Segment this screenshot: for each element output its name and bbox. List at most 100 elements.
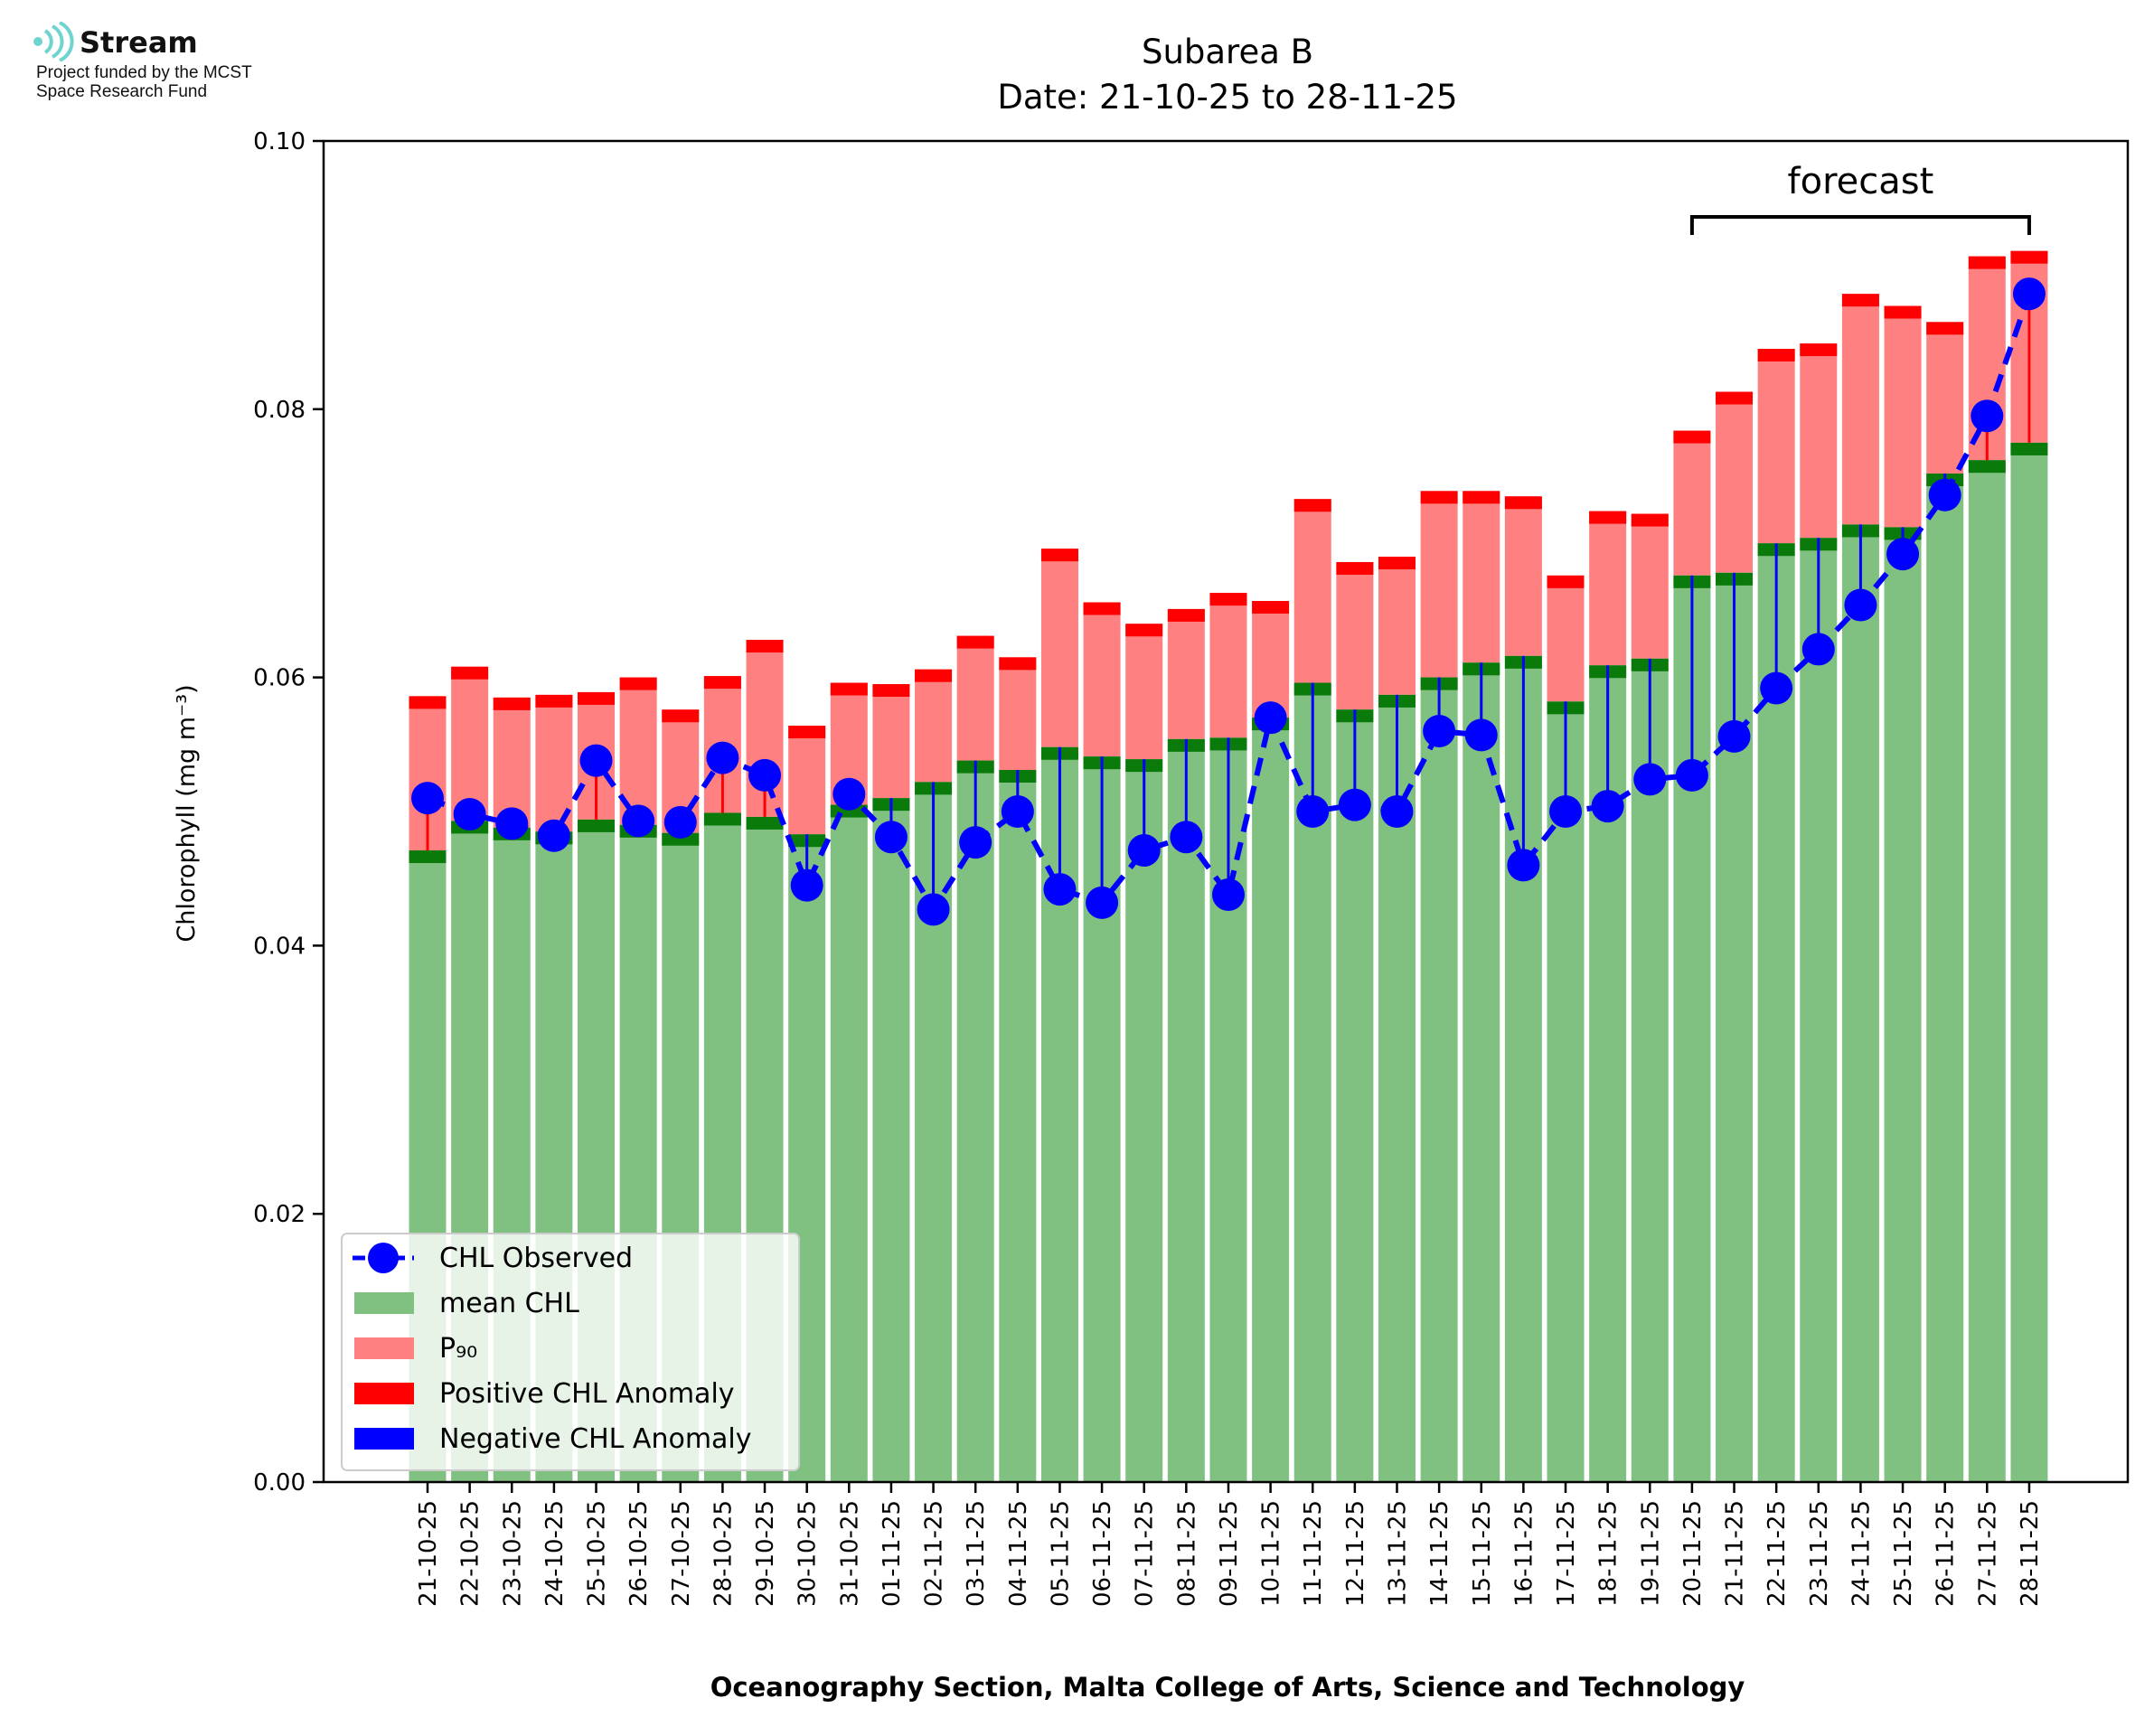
x-tick-label: 28-10-25 xyxy=(710,1500,737,1607)
mean-bar xyxy=(1631,658,1669,1482)
p90-bar xyxy=(915,669,953,783)
observed-point xyxy=(1886,538,1920,571)
observed-point xyxy=(1760,671,1793,705)
legend-label-negative: Negative CHL Anomaly xyxy=(439,1423,752,1455)
forecast-label: forecast xyxy=(1788,161,1934,202)
mean-bar xyxy=(1125,759,1163,1482)
p90-bar xyxy=(1631,513,1669,659)
mean-bar xyxy=(1420,677,1458,1482)
stream-wave-icon xyxy=(33,22,74,61)
p90-cap xyxy=(830,682,868,696)
observed-line xyxy=(426,293,2032,915)
observed-point xyxy=(1338,788,1371,821)
p90-bar xyxy=(1040,549,1078,747)
observed-point xyxy=(790,868,823,902)
observed-point xyxy=(874,821,908,854)
p90-bar xyxy=(493,697,531,828)
mean-cap xyxy=(578,819,616,832)
x-axis: 21-10-25 22-10-25 23-10-25 24-10-25 25-10-25… xyxy=(415,1482,2044,1607)
x-tick-label: 09-11-25 xyxy=(1216,1500,1243,1607)
x-tick-label: 13-11-25 xyxy=(1384,1500,1411,1607)
p90-bar xyxy=(1884,305,1922,528)
x-tick-label: 26-10-25 xyxy=(626,1500,653,1607)
observed-point xyxy=(1127,834,1161,868)
p90-bar xyxy=(788,726,826,835)
observed-point xyxy=(1717,719,1751,753)
x-tick-label: 22-11-25 xyxy=(1764,1500,1791,1607)
x-tick-label: 29-10-25 xyxy=(752,1500,779,1607)
p90-bar xyxy=(1293,499,1331,683)
observed-point xyxy=(411,782,444,815)
mean-cap xyxy=(703,812,741,826)
x-tick-label: 07-11-25 xyxy=(1132,1500,1159,1607)
legend-item-positive: Positive CHL Anomaly xyxy=(354,1378,735,1410)
p90-cap xyxy=(1589,511,1627,524)
p90-cap xyxy=(1378,557,1416,570)
mean-bar xyxy=(956,760,994,1482)
x-tick-label: 15-11-25 xyxy=(1469,1500,1496,1607)
x-tick-label: 05-11-25 xyxy=(1047,1500,1074,1607)
x-tick-label: 08-11-25 xyxy=(1173,1500,1200,1607)
p90-cap xyxy=(1968,256,2006,269)
p90-cap xyxy=(915,669,953,682)
p90-cap xyxy=(703,676,741,690)
x-tick-label: 02-11-25 xyxy=(921,1500,948,1607)
p90-cap xyxy=(1631,513,1669,527)
p90-bar xyxy=(999,657,1037,770)
x-tick-label: 27-11-25 xyxy=(1974,1500,2001,1607)
p90-cap xyxy=(493,697,531,710)
x-tick-label: 01-11-25 xyxy=(879,1500,906,1607)
observed-point xyxy=(1633,763,1667,796)
observed-point xyxy=(1043,873,1077,906)
mean-bar xyxy=(1463,662,1500,1482)
p90-cap xyxy=(1547,575,1585,588)
x-tick-label: 12-11-25 xyxy=(1342,1500,1369,1607)
y-tick-label: 0.08 xyxy=(253,397,306,424)
observed-point xyxy=(1464,718,1498,752)
x-tick-label: 31-10-25 xyxy=(836,1500,863,1607)
logo-funding-line1: Project funded by the MCST xyxy=(36,63,252,82)
p90-bar xyxy=(451,666,489,821)
legend-item-p90: P₉₀ xyxy=(354,1333,477,1365)
x-tick-label: 18-11-25 xyxy=(1595,1500,1623,1607)
p90-bar xyxy=(956,635,994,761)
p90-cap xyxy=(1841,294,1879,307)
mean-bar xyxy=(872,798,910,1482)
p90-bar xyxy=(1547,575,1585,702)
p90-cap xyxy=(999,657,1037,671)
p90-cap xyxy=(1716,391,1754,405)
mean-bar xyxy=(1336,709,1374,1482)
p90-cap xyxy=(1293,499,1331,512)
p90-cap xyxy=(1800,343,1838,357)
plot-frame xyxy=(322,139,2130,1484)
p90-bar xyxy=(1800,343,1838,539)
y-tick-label: 0.00 xyxy=(253,1469,306,1497)
p90-cap xyxy=(746,640,784,653)
x-tick-label: 24-11-25 xyxy=(1848,1500,1875,1607)
mean-bar xyxy=(1547,701,1585,1482)
observed-line-layer xyxy=(411,277,2046,926)
x-tick-label: 03-11-25 xyxy=(963,1500,990,1607)
observed-point xyxy=(1801,633,1835,666)
p90-cap xyxy=(1167,608,1205,622)
observed-point xyxy=(1423,714,1456,747)
p90-bar xyxy=(1167,608,1205,739)
observed-point xyxy=(959,826,992,859)
x-tick-label: 25-11-25 xyxy=(1890,1500,1917,1607)
mean-bar xyxy=(1926,474,1964,1482)
y-tick-label: 0.10 xyxy=(253,128,306,155)
legend-item-observed: CHL Observed xyxy=(353,1243,633,1274)
mean-cap xyxy=(662,832,700,846)
observed-point xyxy=(1971,399,2004,433)
p90-bar xyxy=(1083,602,1121,757)
mean-bar xyxy=(830,804,868,1482)
y-tick-label: 0.04 xyxy=(253,933,306,960)
mean-cap xyxy=(1968,460,2006,474)
x-tick-label: 21-11-25 xyxy=(1722,1500,1749,1607)
p90-bar xyxy=(1757,349,1795,544)
p90-cap xyxy=(872,684,910,698)
legend-item-negative: Negative CHL Anomaly xyxy=(354,1423,752,1455)
y-axis: 0.00 0.02 0.04 0.06 0.08 0.10 xyxy=(253,128,324,1497)
p90-cap xyxy=(1884,305,1922,319)
mean-cap xyxy=(2010,442,2048,455)
